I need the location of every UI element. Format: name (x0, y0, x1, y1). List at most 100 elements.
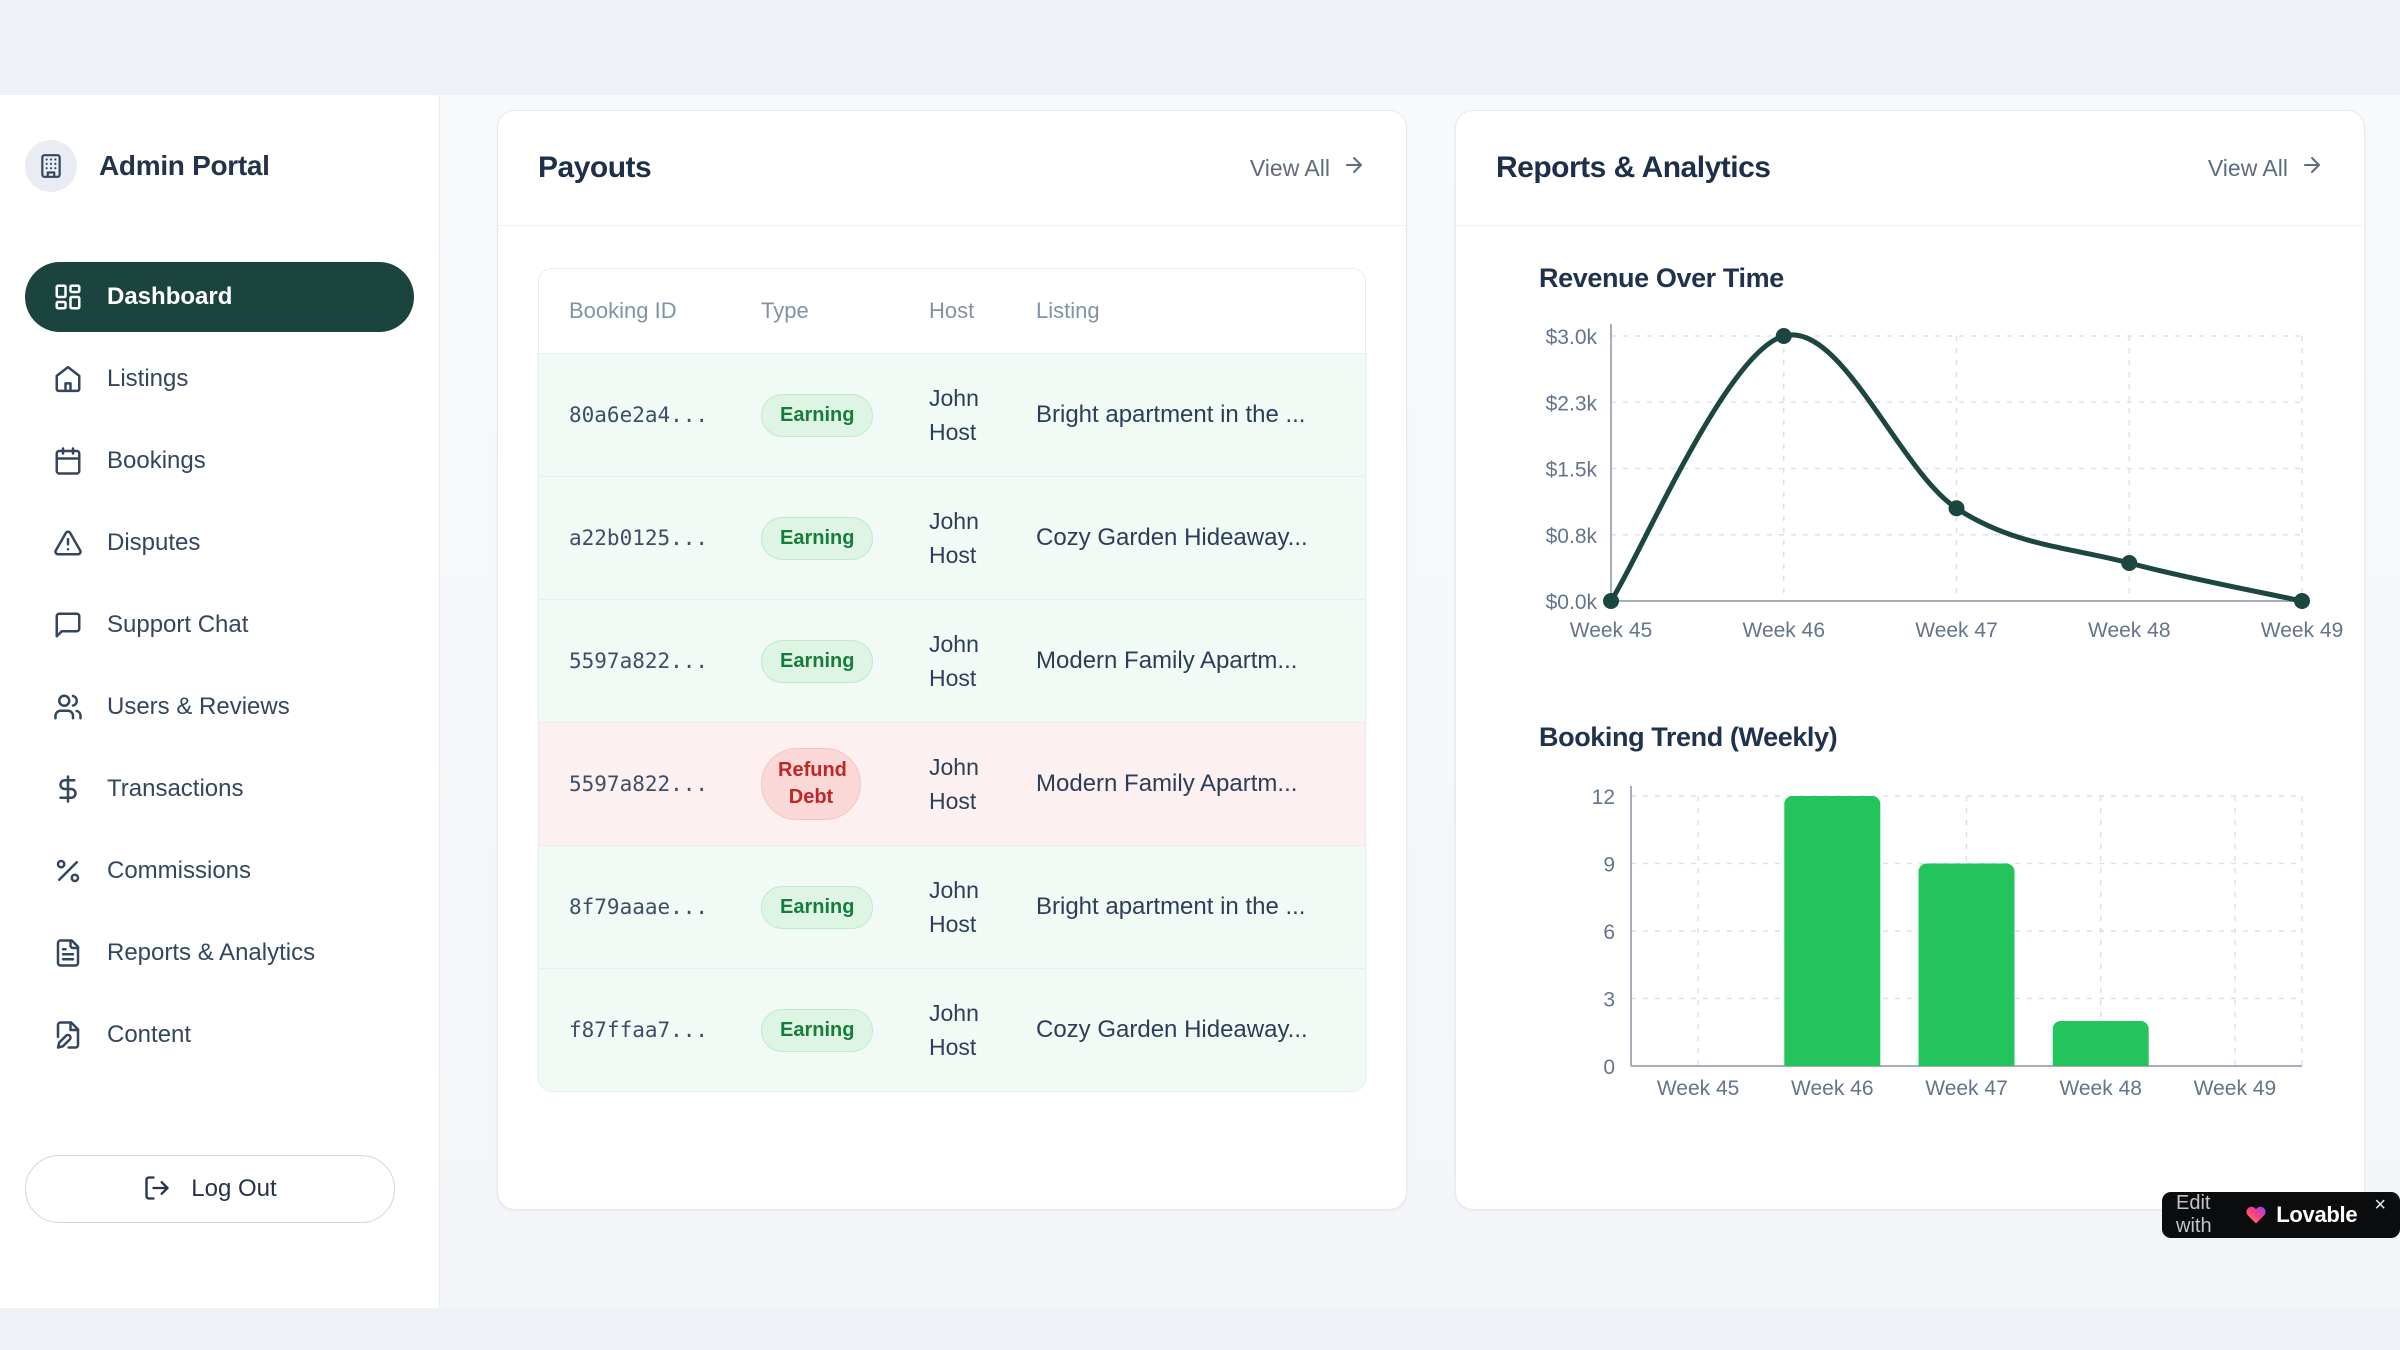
host-cell: John Host (929, 753, 979, 815)
message-square-icon (53, 610, 83, 640)
sidebar-item-content[interactable]: Content (25, 1000, 414, 1070)
table-header-row: Booking ID Type Host Listing (539, 269, 1365, 353)
svg-text:9: 9 (1603, 854, 1615, 877)
host-cell: John Host (929, 507, 979, 569)
sidebar: Admin Portal Dashboard Listings Bookings… (0, 95, 440, 1308)
logout-label: Log Out (191, 1175, 277, 1202)
type-cell: Earning (731, 885, 899, 929)
view-all-label: View All (2207, 154, 2288, 181)
sidebar-item-disputes[interactable]: Disputes (25, 508, 414, 578)
svg-text:12: 12 (1592, 786, 1615, 809)
svg-text:0: 0 (1603, 1056, 1615, 1079)
host-cell: John Host (929, 876, 979, 938)
sidebar-item-label: Dashboard (107, 283, 233, 310)
column-header: Host (929, 298, 975, 323)
payouts-card-header: Payouts View All (498, 111, 1406, 226)
svg-text:Week 46: Week 46 (1743, 619, 1826, 642)
host-cell: John Host (929, 384, 979, 446)
chart-title-booking-trend: Booking Trend (Weekly) (1539, 722, 1838, 752)
reports-view-all-link[interactable]: View All (2208, 153, 2324, 183)
alert-triangle-icon (53, 528, 83, 558)
status-badge: Refund Debt (761, 748, 861, 820)
home-icon (53, 364, 83, 394)
table-row: 8f79aaae... Earning John Host Bright apa… (539, 845, 1365, 968)
file-text-icon (53, 938, 83, 968)
dashboard-icon (53, 282, 83, 312)
view-all-label: View All (1249, 154, 1330, 181)
svg-text:$3.0k: $3.0k (1546, 326, 1598, 349)
booking-id-cell: 80a6e2a4... (569, 403, 709, 427)
close-icon[interactable]: × (2374, 1194, 2386, 1216)
table-row: 5597a822... Earning John Host Modern Fam… (539, 599, 1365, 722)
payouts-card: Payouts View All Booking ID Type Host Li… (497, 110, 1407, 1210)
sidebar-item-dashboard[interactable]: Dashboard (25, 262, 414, 332)
lovable-prefix: Edit with (2176, 1192, 2212, 1237)
svg-text:Week 48: Week 48 (2088, 619, 2171, 642)
svg-text:Week 48: Week 48 (2059, 1077, 2142, 1100)
sidebar-item-label: Users & Reviews (107, 693, 290, 720)
listing-cell: Modern Family Apartm... (1036, 770, 1298, 797)
chart-title-revenue: Revenue Over Time (1539, 263, 1784, 293)
calendar-icon (53, 446, 83, 476)
logout-button[interactable]: Log Out (25, 1155, 395, 1223)
brand: Admin Portal (25, 140, 414, 192)
svg-text:6: 6 (1603, 921, 1615, 944)
dollar-sign-icon (53, 774, 83, 804)
column-header: Booking ID (569, 298, 677, 323)
status-badge: Earning (761, 516, 874, 560)
sidebar-item-commissions[interactable]: Commissions (25, 836, 414, 906)
booking-id-cell: 5597a822... (569, 772, 709, 796)
sidebar-item-support-chat[interactable]: Support Chat (25, 590, 414, 660)
sidebar-item-label: Transactions (107, 775, 244, 802)
sidebar-item-label: Commissions (107, 857, 252, 884)
svg-text:3: 3 (1603, 989, 1615, 1012)
heart-icon (2245, 1204, 2267, 1226)
svg-text:Week 47: Week 47 (1925, 1077, 2008, 1100)
reports-analytics-card: Reports & Analytics View All Revenue Ove… (1455, 110, 2365, 1210)
host-cell: John Host (929, 630, 979, 692)
status-badge: Earning (761, 639, 874, 683)
sidebar-item-listings[interactable]: Listings (25, 344, 414, 414)
svg-text:$2.3k: $2.3k (1546, 392, 1598, 415)
building-icon (25, 140, 77, 192)
sidebar-item-label: Listings (107, 365, 189, 392)
payouts-title: Payouts (538, 151, 652, 184)
type-cell: Earning (731, 639, 899, 683)
sidebar-item-reports-analytics[interactable]: Reports & Analytics (25, 918, 414, 988)
sidebar-item-label: Bookings (107, 447, 206, 474)
svg-text:Week 45: Week 45 (1570, 619, 1653, 642)
sidebar-item-transactions[interactable]: Transactions (25, 754, 414, 824)
column-header: Type (761, 298, 809, 323)
booking-id-cell: a22b0125... (569, 526, 709, 550)
booking-id-cell: 5597a822... (569, 649, 709, 673)
payouts-view-all-link[interactable]: View All (1250, 153, 1366, 183)
users-icon (53, 692, 83, 722)
listing-cell: Bright apartment in the ... (1036, 893, 1306, 920)
lovable-badge[interactable]: Edit with Lovable × (2162, 1192, 2400, 1238)
reports-card-header: Reports & Analytics View All (1456, 111, 2364, 226)
sidebar-item-users-reviews[interactable]: Users & Reviews (25, 672, 414, 742)
listing-cell: Cozy Garden Hideaway... (1036, 524, 1308, 551)
arrow-right-icon (2300, 153, 2324, 183)
lovable-brand: Lovable (2276, 1202, 2358, 1227)
payouts-table: Booking ID Type Host Listing 80a6e2a4...… (538, 268, 1366, 1092)
table-row: a22b0125... Earning John Host Cozy Garde… (539, 476, 1365, 599)
booking-id-cell: f87ffaa7... (569, 1018, 709, 1042)
status-badge: Earning (761, 393, 874, 437)
sidebar-item-label: Disputes (107, 529, 201, 556)
column-header: Listing (1036, 298, 1100, 323)
brand-title: Admin Portal (99, 150, 270, 181)
type-cell: Earning (731, 393, 899, 437)
table-row: 80a6e2a4... Earning John Host Bright apa… (539, 353, 1365, 476)
svg-text:Week 49: Week 49 (2194, 1077, 2277, 1100)
sidebar-item-bookings[interactable]: Bookings (25, 426, 414, 496)
status-badge: Earning (761, 1008, 874, 1052)
type-cell: Earning (731, 516, 899, 560)
booking-bar-chart: 0 3 6 9 12 Week 45 Week 46 Week 47 Week 48 Week 4… (1526, 771, 2316, 1101)
svg-text:Week 49: Week 49 (2261, 619, 2344, 642)
file-pen-icon (53, 1020, 83, 1050)
listing-cell: Bright apartment in the ... (1036, 401, 1306, 428)
svg-text:Week 46: Week 46 (1791, 1077, 1874, 1100)
sidebar-item-label: Reports & Analytics (107, 939, 316, 966)
